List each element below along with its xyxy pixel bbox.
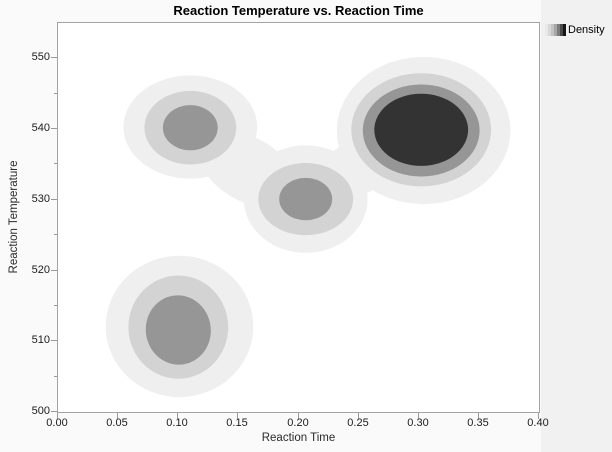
y-axis-tick-label: 530	[31, 193, 50, 205]
x-axis-tick	[237, 413, 238, 419]
y-axis-tick-label: 540	[31, 122, 50, 134]
x-axis-tick-label: 0.30	[407, 417, 429, 429]
y-axis-tick	[51, 411, 57, 412]
x-axis-tick	[358, 413, 359, 419]
x-axis-tick	[538, 413, 539, 419]
y-axis-tick-label: 550	[31, 51, 50, 63]
plot-area-frame	[57, 22, 540, 413]
y-axis-tick	[51, 340, 57, 341]
y-axis-tick-label: 510	[31, 334, 50, 346]
legend-panel	[541, 0, 612, 452]
y-axis-tick-label: 500	[31, 405, 50, 417]
y-axis-tick-label: 520	[31, 264, 50, 276]
x-axis-tick-label: 0.00	[46, 417, 68, 429]
x-axis-tick	[177, 413, 178, 419]
density-contour-level-3	[145, 295, 211, 365]
x-axis-tick	[478, 413, 479, 419]
x-axis-tick-label: 0.25	[347, 417, 369, 429]
x-axis-tick-label: 0.10	[166, 417, 188, 429]
x-axis-tick	[117, 413, 118, 419]
y-axis-tick	[51, 199, 57, 200]
y-axis-tick	[51, 57, 57, 58]
y-axis-minor-tick	[54, 234, 57, 235]
density-contour-plot[interactable]	[58, 23, 539, 412]
y-axis-minor-tick	[54, 93, 57, 94]
x-axis-tick-label: 0.15	[226, 417, 248, 429]
density-legend[interactable]: Density	[545, 23, 605, 37]
density-gradient-swatch	[545, 24, 566, 36]
x-axis-tick-label: 0.35	[467, 417, 489, 429]
y-axis-tick	[51, 270, 57, 271]
x-axis-tick	[298, 413, 299, 419]
x-axis-tick	[418, 413, 419, 419]
x-axis-tick-label: 0.05	[106, 417, 128, 429]
density-legend-label: Density	[568, 24, 605, 36]
y-axis-minor-tick	[54, 163, 57, 164]
x-axis-tick	[57, 413, 58, 419]
density-contour-level-3	[162, 105, 218, 151]
x-axis-tick-label: 0.40	[527, 417, 549, 429]
y-axis-minor-tick	[54, 305, 57, 306]
x-axis-title: Reaction Time	[261, 432, 336, 444]
y-axis-title: Reaction Temperature	[8, 160, 20, 274]
chart-title: Reaction Temperature vs. Reaction Time	[173, 3, 424, 18]
x-axis-tick-label: 0.20	[287, 417, 309, 429]
density-contour-level-4	[374, 93, 469, 166]
y-axis-minor-tick	[54, 376, 57, 377]
density-contour-level-3	[279, 177, 333, 221]
y-axis-tick	[51, 128, 57, 129]
